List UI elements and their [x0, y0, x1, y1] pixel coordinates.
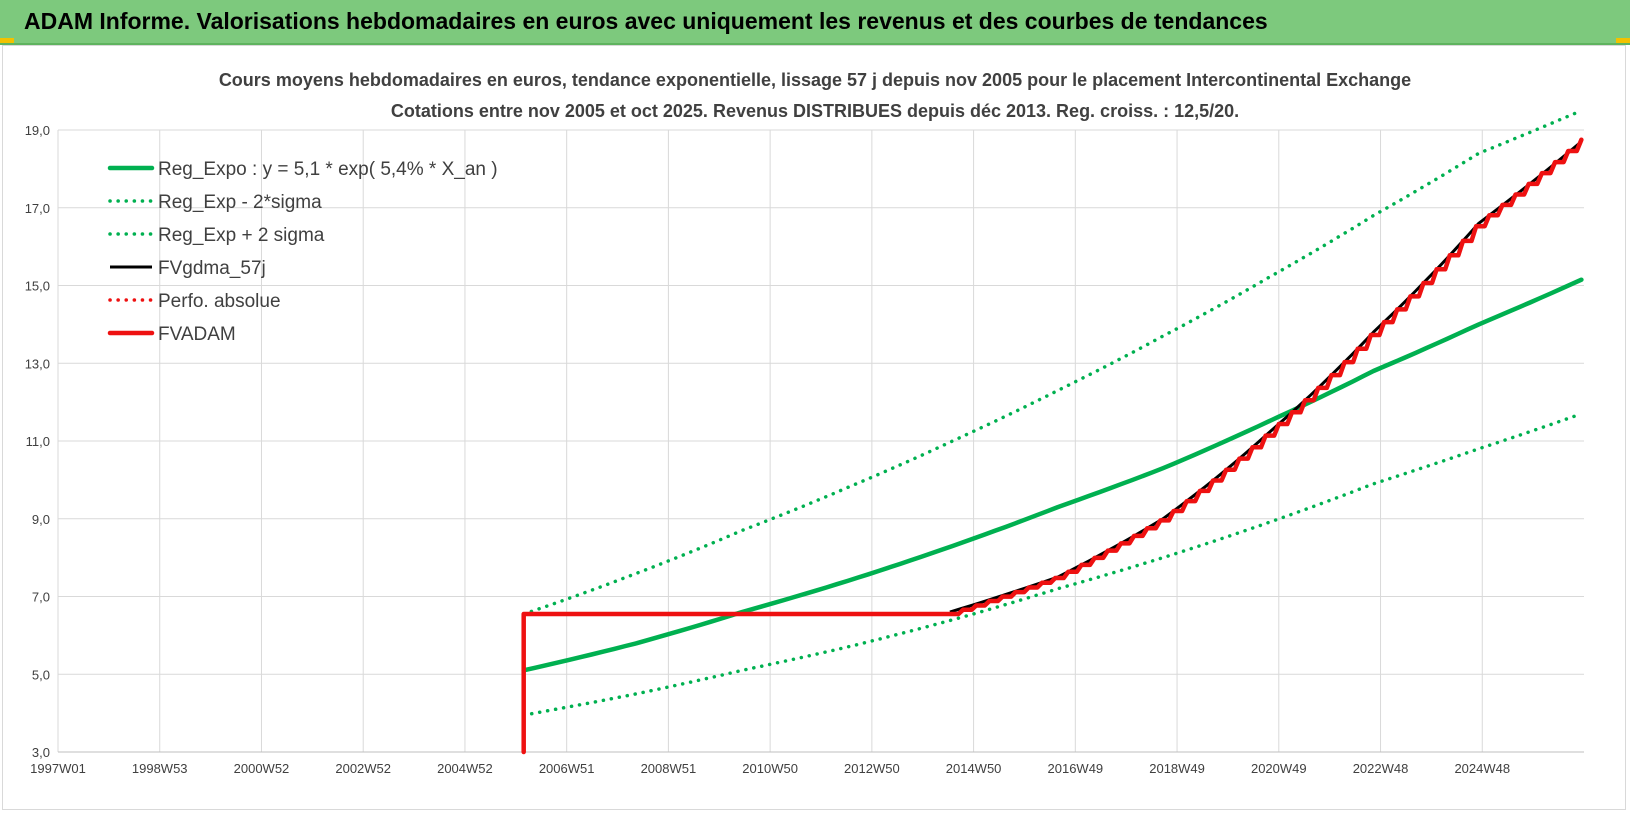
x-tick-label: 1998W53	[132, 761, 188, 776]
y-tick-label: 15,0	[25, 279, 50, 294]
x-tick-label: 2012W50	[844, 761, 900, 776]
x-tick-label: 2010W50	[742, 761, 798, 776]
legend-label-5: FVADAM	[158, 324, 236, 345]
series-line-5	[521, 137, 1584, 755]
x-tick-label: 2016W49	[1048, 761, 1104, 776]
corner-marker-left	[0, 38, 14, 43]
y-tick-label: 17,0	[25, 201, 50, 216]
legend-label-3: FVgdma_57j	[158, 258, 266, 279]
x-tick-label: 2004W52	[437, 761, 493, 776]
y-tick-label: 13,0	[25, 356, 50, 371]
x-tick-label: 2018W49	[1149, 761, 1205, 776]
corner-marker-right	[1616, 38, 1630, 43]
y-tick-label: 9,0	[32, 512, 50, 527]
grid	[57, 129, 1584, 753]
x-tick-label: 2002W52	[335, 761, 391, 776]
series-line-2	[521, 108, 1584, 616]
y-tick-label: 11,0	[26, 434, 50, 449]
legend-label-2: Reg_Exp + 2 sigma	[158, 225, 325, 246]
y-tick-label: 5,0	[32, 667, 50, 682]
series-line-1	[521, 412, 1584, 717]
series-line-3	[949, 140, 1583, 614]
x-tick-label: 2006W51	[539, 761, 595, 776]
series-line-0	[521, 277, 1584, 673]
y-tick-label: 7,0	[32, 590, 50, 605]
x-tick-label: 2024W48	[1454, 761, 1510, 776]
report-banner: ADAM Informe. Valorisations hebdomadaire…	[0, 0, 1630, 45]
x-tick-label: 2022W48	[1353, 761, 1409, 776]
legend: Reg_Expo : y = 5,1 * exp( 5,4% * X_an ) R…	[107, 159, 498, 345]
plot-series	[521, 108, 1584, 755]
chart-title: Cours moyens hebdomadaires en euros, ten…	[219, 70, 1411, 90]
chart-frame	[2, 45, 1626, 810]
y-tick-label: 19,0	[25, 123, 50, 138]
x-tick-label: 2000W52	[234, 761, 290, 776]
legend-label-0: Reg_Expo : y = 5,1 * exp( 5,4% * X_an )	[158, 159, 498, 180]
x-tick-label: 2008W51	[641, 761, 697, 776]
chart-subtitle: Cotations entre nov 2005 et oct 2025. Re…	[391, 101, 1239, 121]
report-title: ADAM Informe. Valorisations hebdomadaire…	[24, 8, 1268, 34]
x-tick-label: 1997W01	[30, 761, 86, 776]
y-tick-label: 3,0	[32, 745, 50, 760]
legend-label-4: Perfo. absolue	[158, 291, 281, 312]
x-axis-ticks: 1997W01 1998W53 2000W52 2002W52 2004W52 2006W…	[30, 761, 1510, 776]
x-tick-label: 2020W49	[1251, 761, 1307, 776]
x-tick-label: 2014W50	[946, 761, 1002, 776]
legend-label-1: Reg_Exp - 2*sigma	[158, 192, 322, 213]
y-axis-ticks: 3,0 5,0 7,0 9,0 11,0 13,0 15,0 17,0 19,0	[25, 123, 50, 760]
